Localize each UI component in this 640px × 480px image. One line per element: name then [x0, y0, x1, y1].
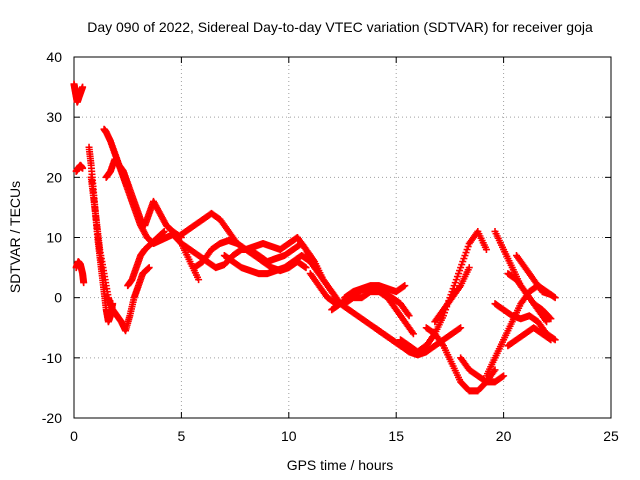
series-track-27 — [504, 270, 555, 323]
data-point — [302, 264, 310, 272]
series-track-25 — [504, 324, 555, 350]
data-point — [543, 318, 551, 326]
data-point — [195, 276, 203, 284]
series-track-16 — [341, 282, 409, 302]
data-point — [547, 315, 555, 323]
y-tick-label: 30 — [46, 109, 62, 125]
axis-ticks: 0 5 10 15 20 25 -20 -10 0 10 20 30 40 — [42, 49, 619, 444]
data-point — [438, 340, 446, 348]
x-tick-label: 25 — [603, 428, 619, 444]
y-tick-label: 0 — [54, 290, 62, 306]
data-point — [79, 164, 87, 172]
data-point — [404, 310, 412, 318]
y-tick-label: 40 — [46, 49, 62, 65]
y-tick-label: -20 — [42, 410, 62, 426]
series-track-5 — [87, 173, 153, 335]
data-point — [401, 282, 409, 290]
data-point — [465, 264, 473, 272]
data-point — [482, 246, 490, 254]
series-track-3 — [72, 258, 88, 287]
data-point — [547, 336, 555, 344]
series-track-24 — [491, 300, 559, 344]
data-point — [456, 283, 464, 291]
series-track-8 — [124, 227, 168, 290]
data-point — [79, 83, 87, 91]
data-point — [551, 294, 559, 302]
x-tick-label: 5 — [178, 428, 186, 444]
data-point — [160, 227, 168, 235]
x-tick-label: 20 — [496, 428, 512, 444]
series-track-1 — [70, 80, 87, 106]
data-point — [500, 372, 508, 380]
data-point — [408, 328, 416, 336]
data-point — [145, 264, 153, 272]
chart-title: Day 090 of 2022, Sidereal Day-to-day VTE… — [87, 19, 593, 35]
data-point — [405, 312, 413, 320]
x-tick-label: 0 — [70, 428, 78, 444]
data-point — [541, 316, 549, 324]
data-point — [457, 324, 465, 332]
series-track-2 — [72, 161, 87, 175]
data-point — [310, 256, 318, 264]
x-tick-label: 15 — [388, 428, 404, 444]
x-axis-label: GPS time / hours — [287, 457, 394, 473]
series-track-21 — [457, 354, 508, 386]
y-tick-label: -10 — [42, 350, 62, 366]
x-tick-label: 10 — [281, 428, 297, 444]
series-track-20 — [431, 264, 473, 326]
data-points — [70, 80, 559, 395]
series-track-18 — [396, 227, 490, 356]
y-tick-label: 20 — [46, 169, 62, 185]
series-track-26 — [512, 252, 555, 299]
y-tick-label: 10 — [46, 230, 62, 246]
y-axis-label: SDTVAR / TECUs — [7, 181, 23, 293]
data-point — [80, 279, 88, 287]
data-point — [546, 314, 554, 322]
data-point — [409, 330, 417, 338]
data-point — [547, 291, 555, 299]
